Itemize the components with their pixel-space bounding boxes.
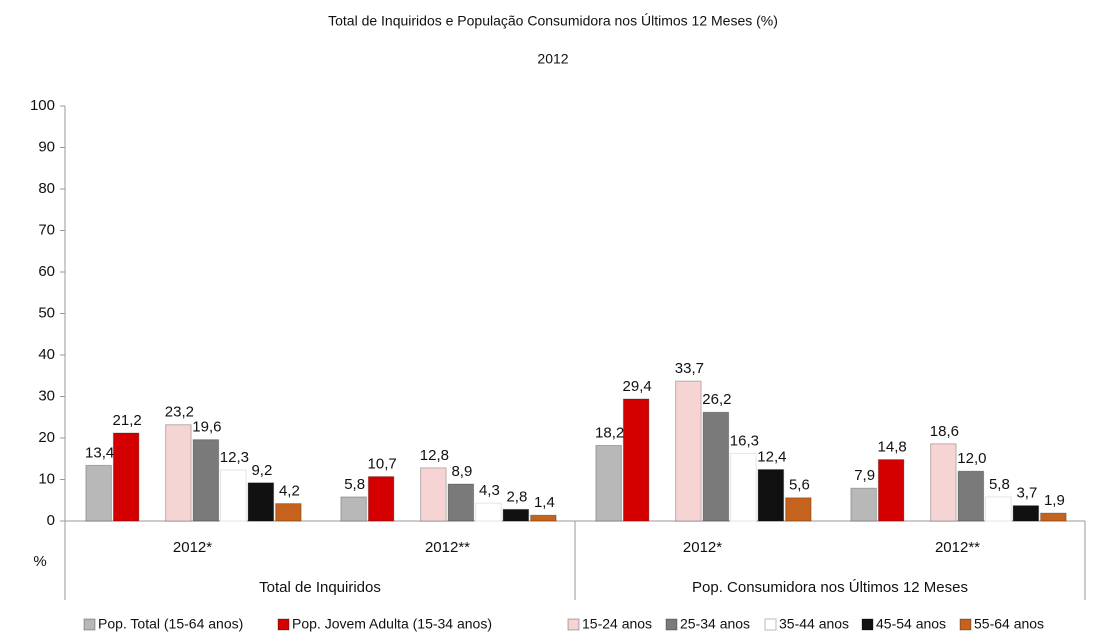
bar — [1040, 512, 1067, 522]
value-label: 13,4 — [85, 444, 114, 461]
value-label: 29,4 — [623, 378, 652, 395]
value-label: 5,6 — [789, 477, 810, 494]
legend-label: 25-34 anos — [680, 616, 750, 632]
value-label: 14,8 — [878, 439, 907, 456]
bar — [275, 503, 302, 522]
value-label: 8,9 — [451, 463, 472, 480]
chart-title: Total de Inquiridos e População Consumid… — [328, 13, 778, 29]
value-label: 12,3 — [220, 449, 249, 466]
bar — [985, 496, 1012, 522]
y-tick-label: 0 — [47, 512, 55, 529]
y-axis-label: % — [33, 553, 46, 570]
legend-label: 15-24 anos — [582, 616, 652, 632]
value-label: 21,2 — [113, 412, 142, 429]
group-label: Pop. Consumidora nos Últimos 12 Meses — [692, 579, 968, 596]
bar — [165, 424, 192, 522]
value-label: 1,4 — [534, 494, 555, 511]
value-label: 19,6 — [192, 419, 221, 436]
bar — [220, 469, 247, 522]
bar — [192, 439, 220, 522]
legend-label: Pop. Jovem Adulta (15-34 anos) — [292, 616, 492, 632]
y-tick-label: 70 — [38, 221, 55, 238]
legend-swatch — [277, 618, 290, 631]
y-tick-label: 100 — [30, 97, 55, 114]
legend-label: Pop. Total (15-64 anos) — [98, 616, 243, 632]
bar — [785, 497, 812, 522]
value-label: 7,9 — [854, 467, 875, 484]
legend-swatch — [83, 618, 96, 631]
y-tick-label: 20 — [38, 429, 55, 446]
bar — [850, 487, 877, 522]
value-label: 16,3 — [730, 432, 759, 449]
value-label: 5,8 — [989, 476, 1010, 493]
bar — [957, 470, 985, 522]
x-tick-label: 2012** — [425, 539, 470, 556]
y-tick-label: 50 — [38, 304, 55, 321]
bar — [420, 467, 447, 522]
bar — [112, 432, 140, 522]
legend-swatch — [861, 618, 874, 631]
y-tick-label: 40 — [38, 346, 55, 363]
chart-subtitle: 2012 — [537, 51, 568, 67]
value-label: 5,8 — [344, 476, 365, 493]
bar — [595, 444, 622, 522]
value-label: 4,3 — [479, 482, 500, 499]
legend-swatch — [665, 618, 678, 631]
value-label: 26,2 — [702, 391, 731, 408]
legend-label: 35-44 anos — [779, 616, 849, 632]
bar — [930, 443, 957, 522]
bar — [475, 502, 502, 522]
y-tick-label: 30 — [38, 387, 55, 404]
bar — [340, 496, 367, 522]
y-tick-label: 80 — [38, 180, 55, 197]
value-label: 3,7 — [1016, 485, 1037, 502]
value-label: 12,8 — [420, 447, 449, 464]
bar — [877, 459, 905, 522]
x-tick-label: 2012* — [173, 539, 212, 556]
value-label: 23,2 — [165, 404, 194, 421]
y-tick-label: 10 — [38, 470, 55, 487]
x-tick-label: 2012** — [935, 539, 980, 556]
value-label: 1,9 — [1044, 492, 1065, 509]
bar — [367, 476, 395, 522]
x-tick-label: 2012* — [683, 539, 722, 556]
value-label: 18,6 — [930, 423, 959, 440]
value-label: 2,8 — [506, 488, 527, 505]
value-label: 33,7 — [675, 360, 704, 377]
legend-label: 45-54 anos — [876, 616, 946, 632]
bar — [530, 514, 557, 522]
bar — [247, 482, 275, 522]
bar — [675, 380, 702, 522]
y-tick-label: 90 — [38, 138, 55, 155]
y-tick-label: 60 — [38, 263, 55, 280]
value-label: 12,4 — [757, 449, 786, 466]
legend-label: 55-64 anos — [974, 616, 1044, 632]
bar — [447, 483, 475, 522]
bar — [702, 411, 730, 522]
value-label: 10,7 — [368, 456, 397, 473]
value-label: 18,2 — [595, 424, 624, 441]
legend-swatch — [959, 618, 972, 631]
group-label: Total de Inquiridos — [259, 579, 381, 596]
bar — [730, 452, 757, 522]
value-label: 4,2 — [279, 483, 300, 500]
bar — [502, 508, 530, 522]
value-label: 9,2 — [251, 462, 272, 479]
legend-swatch — [567, 618, 580, 631]
value-label: 12,0 — [957, 450, 986, 467]
bar — [1012, 505, 1040, 522]
bar — [757, 469, 785, 522]
legend-swatch — [764, 618, 777, 631]
bar — [85, 464, 112, 522]
bar — [622, 398, 650, 522]
